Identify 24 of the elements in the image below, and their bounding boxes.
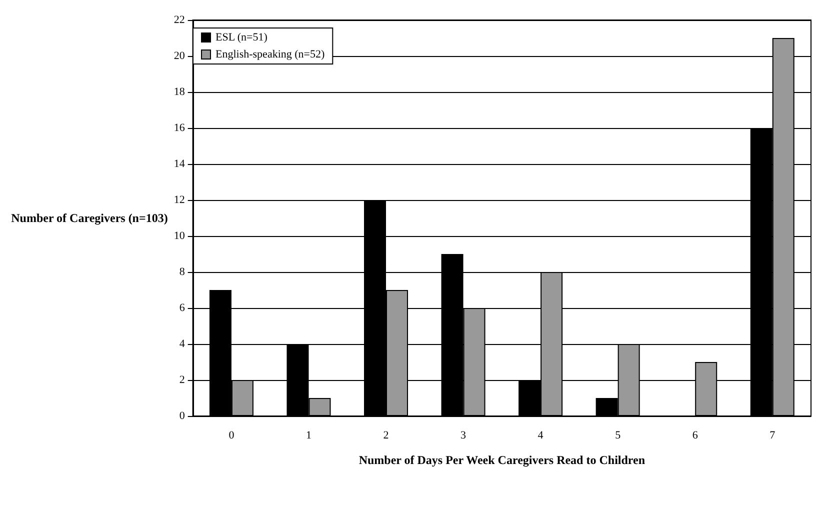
y-tick-label: 2	[179, 374, 185, 386]
y-tick-label: 16	[174, 122, 186, 134]
y-tick-label: 10	[174, 230, 186, 242]
y-tick-label: 8	[179, 266, 186, 278]
y-tick-label: 4	[179, 338, 186, 350]
y-tick-label: 14	[174, 158, 186, 170]
x-tick-label: 3	[460, 430, 467, 442]
legend-label: English-speaking (n=52)	[216, 48, 325, 60]
x-tick-label: 7	[770, 430, 776, 442]
x-tick-label: 2	[383, 430, 389, 442]
x-tick-label: 6	[692, 430, 698, 442]
x-tick-label: 4	[538, 430, 544, 442]
y-tick-label: 22	[174, 14, 185, 26]
x-tick-label: 1	[306, 430, 312, 442]
y-tick-label: 20	[174, 50, 186, 62]
x-axis-title: Number of Days Per Week Caregivers Read to Children	[358, 453, 646, 467]
x-tick-label: 0	[228, 430, 235, 442]
y-tick-label: 0	[179, 410, 186, 422]
x-tick-label: 5	[615, 430, 622, 442]
y-axis-title: Number of Caregivers (n=103)	[11, 211, 168, 225]
legend-label: ESL (n=51)	[216, 32, 268, 44]
y-tick-label: 6	[179, 302, 186, 314]
y-tick-label: 18	[174, 86, 186, 98]
y-tick-label: 12	[174, 194, 185, 206]
